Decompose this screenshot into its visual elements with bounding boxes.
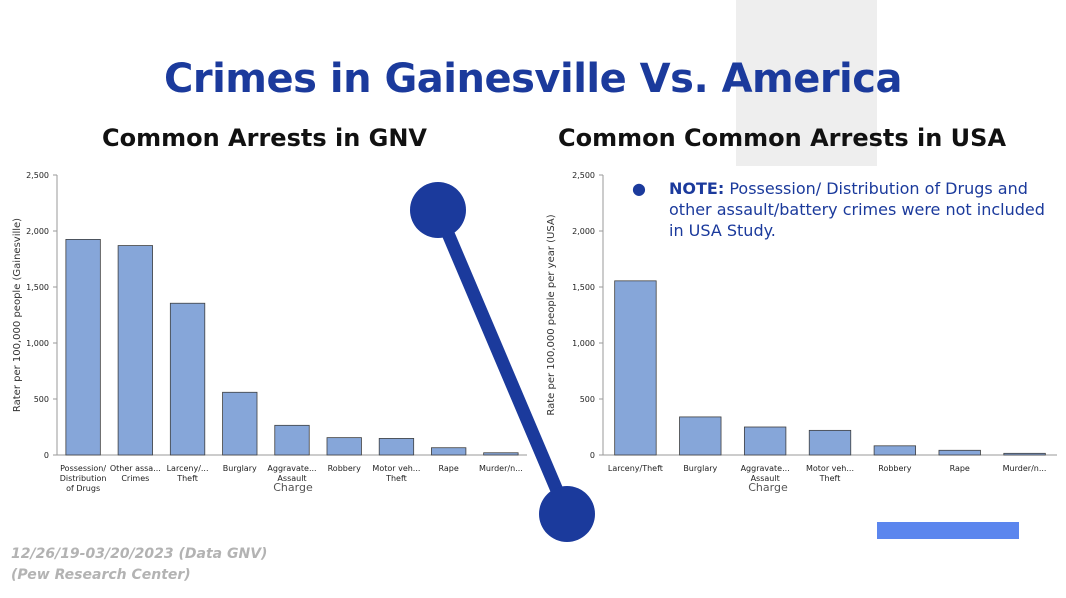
bar — [483, 452, 519, 456]
y-tick-label: 2,000 — [572, 227, 595, 236]
x-tick-label: Crimes — [121, 474, 149, 483]
x-axis-title: Charge — [748, 481, 788, 494]
y-tick-label: 500 — [34, 395, 49, 404]
bar — [169, 302, 206, 456]
connector-line — [432, 207, 573, 517]
x-tick-label: of Drugs — [66, 484, 100, 493]
x-tick-label: Assault — [277, 474, 306, 483]
x-tick-label: Theft — [385, 474, 407, 483]
note-bullet: ● — [632, 179, 646, 198]
x-tick-label: Rape — [439, 464, 459, 473]
y-axis-title: Rate per 100,000 people per year (USA) — [546, 214, 557, 415]
y-axis-title: Rater per 100,000 people (Gainesville) — [12, 218, 23, 412]
x-tick-label: Motor veh... — [372, 464, 420, 473]
chart-usa-title: Common Common Arrests in USA — [558, 124, 1007, 152]
bar — [679, 416, 722, 456]
x-tick-label: Robbery — [878, 464, 911, 473]
connector-dot-top — [410, 182, 466, 238]
bar — [431, 447, 467, 456]
x-tick-label: Aggravate... — [741, 464, 790, 473]
bar — [378, 438, 415, 456]
bar — [743, 426, 787, 456]
chart-gnv: 0 500 1,000 1,500 2,000 2,500 Possession/Distr… — [12, 171, 527, 494]
x-tick-label: Burglary — [683, 464, 717, 473]
page-title: Crimes in Gainesville Vs. America — [164, 56, 902, 102]
y-tick-label: 2,500 — [572, 171, 595, 180]
note-text: NOTE: Possession/ Distribution of Drugs … — [669, 178, 1059, 241]
x-tick-label: Aggravate... — [267, 464, 316, 473]
y-tick-label: 2,500 — [26, 171, 49, 180]
x-tick-label: Possession/ — [60, 464, 106, 473]
y-tick-label: 1,500 — [26, 283, 49, 292]
footer-source-credit: (Pew Research Center) — [11, 567, 191, 583]
x-tick-label: Motor veh... — [806, 464, 854, 473]
x-tick-label: Robbery — [328, 464, 361, 473]
bar — [808, 429, 852, 456]
x-tick-label: Theft — [819, 474, 841, 483]
x-tick-label: Murder/n... — [1003, 464, 1047, 473]
y-tick-label: 1,500 — [572, 283, 595, 292]
note-body: Possession/ Distribution of Drugs and ot… — [669, 179, 1045, 240]
bar — [117, 245, 153, 456]
footer-source: 12/26/19-03/20/2023 (Data GNV) (Pew Rese… — [11, 544, 267, 586]
y-tick-label: 0 — [44, 451, 49, 460]
decorative-gray-block — [736, 0, 877, 166]
bar — [326, 437, 362, 456]
connector-dot-bottom — [539, 486, 595, 542]
chart-usa: 0 500 1,000 1,500 2,000 2,500 Larceny/Theft Bur… — [546, 171, 1057, 494]
y-tick-label: 500 — [580, 395, 595, 404]
bar — [938, 449, 981, 456]
chart-gnv-title: Common Arrests in GNV — [102, 124, 427, 152]
x-tick-label: Murder/n... — [479, 464, 523, 473]
x-axis-title: Charge — [273, 481, 313, 494]
footer-date-range: 12/26/19-03/20/2023 (Data GNV) — [11, 546, 268, 562]
x-tick-label: Theft — [176, 474, 198, 483]
x-tick-label: Burglary — [223, 464, 257, 473]
y-tick-label: 0 — [590, 451, 595, 460]
bar — [274, 424, 310, 456]
x-tick-label: Assault — [751, 474, 780, 483]
x-tick-label: Other assa... — [110, 464, 161, 473]
bar — [222, 391, 258, 456]
x-tick-label: Larceny/Theft — [608, 464, 663, 473]
decorative-blue-bar — [877, 522, 1019, 539]
y-tick-label: 1,000 — [572, 339, 595, 348]
x-tick-label: Rape — [950, 464, 970, 473]
bar — [65, 239, 101, 456]
y-tick-label: 2,000 — [26, 227, 49, 236]
y-tick-label: 1,000 — [26, 339, 49, 348]
x-tick-label: Larceny/... — [167, 464, 209, 473]
bar — [614, 280, 657, 456]
bar — [873, 445, 917, 456]
x-tick-label: Distribution — [60, 474, 107, 483]
bar — [1003, 452, 1046, 456]
note-label: NOTE: — [669, 179, 725, 198]
